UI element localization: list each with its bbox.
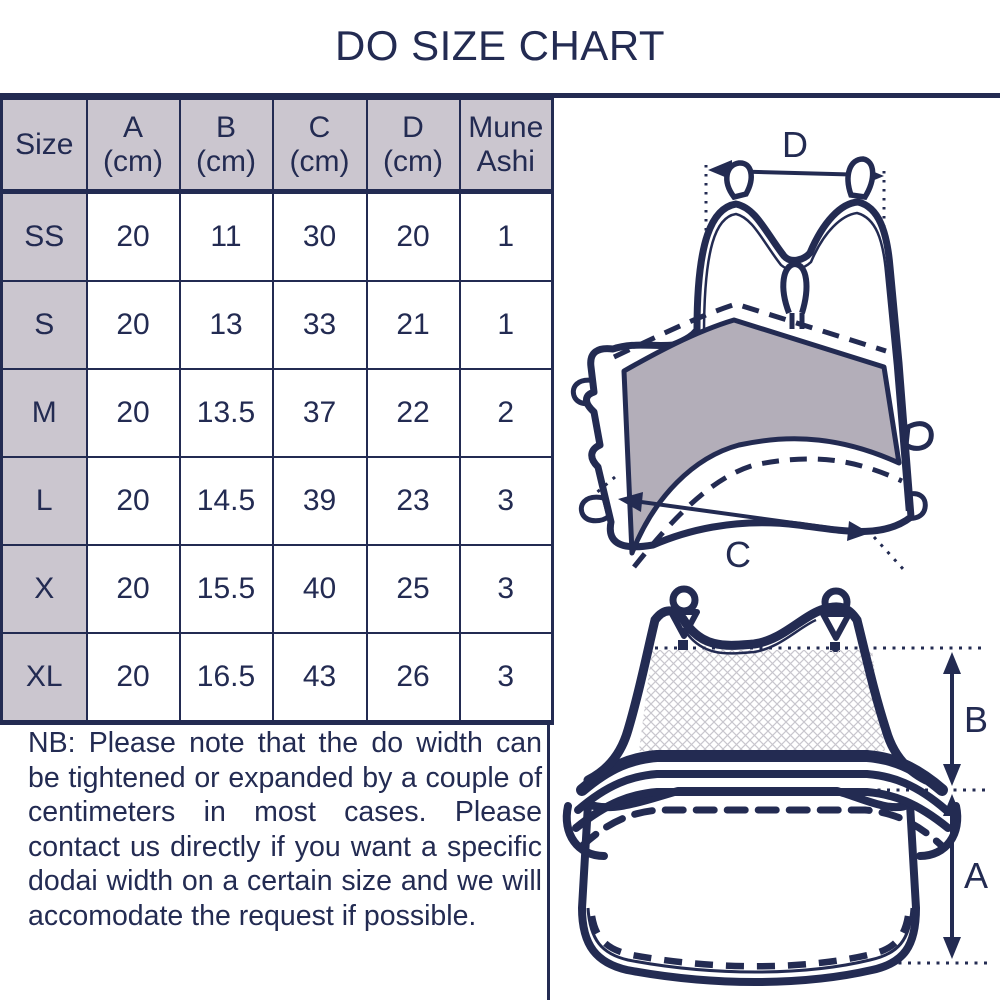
table-cell: 20: [85, 544, 181, 634]
table-cell: 20: [85, 280, 181, 370]
table-cell: 2: [458, 368, 554, 458]
dimension-arrow-a: [943, 794, 961, 959]
table-cell: 14.5: [178, 456, 274, 546]
table-cell: 13: [178, 280, 274, 370]
table-row: X 20 15.5 40 25 3: [0, 544, 554, 634]
table-cell: 43: [271, 632, 368, 724]
dimension-label-d: D: [782, 124, 808, 165]
mune-inner-edge-line: [681, 618, 817, 655]
size-label: X: [0, 544, 88, 634]
dimension-arrow-c: [618, 492, 870, 541]
table-cell: 11: [178, 190, 274, 282]
mune-outline: [583, 602, 931, 785]
table-cell: 20: [85, 368, 181, 458]
table-cell: 39: [271, 456, 368, 546]
table-cell: 20: [365, 190, 461, 282]
table-cell: 1: [458, 190, 554, 282]
table-cell: 26: [365, 632, 461, 724]
mune-crosshatch: [639, 650, 885, 751]
table-row: S 20 13 33 21 1: [0, 280, 554, 370]
table-cell: 13.5: [178, 368, 274, 458]
table-cell: 40: [271, 544, 368, 634]
table-cell: 16.5: [178, 632, 274, 724]
dimension-label-a: A: [964, 855, 988, 896]
do-front-view-diagram: B A: [562, 585, 990, 986]
size-table: Size A (cm) B (cm) C (cm) D (cm) Mune Ashi SS…: [0, 98, 554, 725]
table-cell: 15.5: [178, 544, 274, 634]
table-cell: 1: [458, 280, 554, 370]
table-cell: 21: [365, 280, 461, 370]
table-row: XL 20 16.5 43 26 3: [0, 632, 554, 724]
table-cell: 3: [458, 544, 554, 634]
size-label: M: [0, 368, 88, 458]
table-cell: 37: [271, 368, 368, 458]
page-title: DO SIZE CHART: [334, 22, 666, 69]
column-header-d: D (cm): [365, 98, 461, 194]
column-header-c: C (cm): [271, 98, 368, 194]
table-cell: 33: [271, 280, 368, 370]
dimension-label-b: B: [964, 699, 988, 740]
dodai-inner-line: [586, 907, 914, 974]
size-label: SS: [0, 190, 88, 282]
horizontal-divider: [0, 93, 1000, 98]
stitch-lines: [612, 301, 904, 569]
table-row: L 20 14.5 39 23 3: [0, 456, 554, 546]
table-cell: 20: [85, 190, 181, 282]
size-label: L: [0, 456, 88, 546]
column-header-size: Size: [0, 98, 88, 194]
table-cell: 3: [458, 632, 554, 724]
table-cell: 3: [458, 456, 554, 546]
table-row: SS 20 11 30 20 1: [0, 190, 554, 282]
table-cell: 25: [365, 544, 461, 634]
table-header-row: Size A (cm) B (cm) C (cm) D (cm) Mune Ashi: [0, 98, 554, 194]
column-header-mune-ashi: Mune Ashi: [458, 98, 554, 194]
do-back-view-diagram: D: [570, 124, 934, 575]
column-header-a: A (cm): [85, 98, 181, 194]
center-loop: [780, 260, 810, 329]
table-cell: 20: [85, 632, 181, 724]
note-text: NB: Please note that the do width can be…: [28, 727, 542, 932]
table-row: M 20 13.5 37 22 2: [0, 368, 554, 458]
dimension-label-c: C: [725, 534, 751, 575]
size-label: XL: [0, 632, 88, 724]
dodai-stitch-line: [588, 915, 912, 970]
column-header-b: B (cm): [178, 98, 274, 194]
dimension-arrow-b: [943, 652, 961, 786]
size-label: S: [0, 280, 88, 370]
table-cell: 22: [365, 368, 461, 458]
table-cell: 20: [85, 456, 181, 546]
extension-lines-c: [581, 475, 906, 572]
mune-interior: [621, 317, 902, 556]
table-cell: 23: [365, 456, 461, 546]
table-cell: 30: [271, 190, 368, 282]
